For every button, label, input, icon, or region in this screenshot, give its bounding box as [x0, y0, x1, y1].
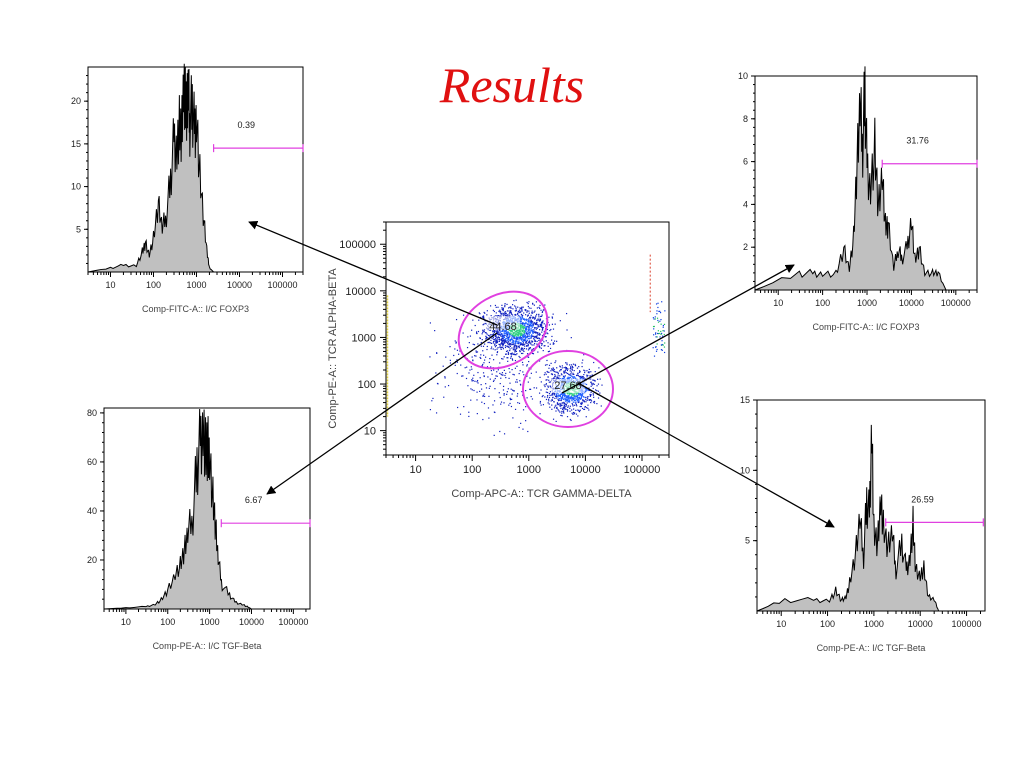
- x-tick-label: 100000: [278, 617, 308, 627]
- x-tick-label: 100: [820, 619, 835, 629]
- plot-frame: [103, 407, 311, 610]
- arrow-icon: [248, 220, 498, 326]
- histogram-line: [756, 424, 940, 612]
- x-tick-label: 1000: [864, 619, 884, 629]
- arrow-icon: [577, 382, 835, 528]
- x-tick-label: 1000: [186, 280, 206, 290]
- gate-ellipse: [457, 290, 549, 370]
- x-axis-label: Comp-PE-A:: I/C TGF-Beta: [153, 641, 262, 651]
- y-tick-label: 15: [71, 139, 81, 149]
- y-tick-label: 100000: [339, 239, 376, 251]
- x-tick-label: 10000: [239, 617, 264, 627]
- x-tick-label: 100: [146, 280, 161, 290]
- arrow-icon: [266, 332, 498, 495]
- gate-label-bg: [551, 379, 585, 393]
- y-tick-label: 6: [743, 157, 748, 167]
- x-tick-label: 10000: [899, 298, 924, 308]
- scatter-tcr-center: 10 100 1000 10000 100000 10 100 1000 10000 100000…: [327, 221, 670, 500]
- x-tick-label: 10000: [227, 280, 252, 290]
- plot-frame: [754, 75, 978, 291]
- y-tick-label: 60: [87, 457, 97, 467]
- y-tick-label: 5: [745, 536, 750, 546]
- x-tick-label: 10000: [570, 464, 601, 476]
- histogram-line: [103, 408, 252, 610]
- x-tick-label: 1000: [517, 464, 541, 476]
- plot-frame: [756, 399, 986, 612]
- y-tick-label: 40: [87, 506, 97, 516]
- gate-ellipse: [522, 350, 614, 428]
- x-tick-label: 100000: [952, 619, 982, 629]
- page-title: Results: [439, 57, 585, 113]
- y-tick-label: 20: [71, 96, 81, 106]
- gate-percent-label: 6.67: [245, 495, 263, 505]
- x-tick-label: 100: [815, 298, 830, 308]
- y-tick-label: 100: [358, 379, 376, 391]
- x-tick-label: 100: [463, 464, 481, 476]
- x-tick-label: 100000: [941, 298, 971, 308]
- y-tick-label: 10: [71, 182, 81, 192]
- x-tick-label: 10: [409, 464, 421, 476]
- gate-label-bg: [486, 316, 520, 330]
- y-tick-label: 10000: [345, 286, 376, 298]
- y-axis-label: Comp-PE-A:: TCR ALPHA-BETA: [327, 268, 339, 429]
- connector-arrows: [248, 220, 835, 528]
- histogram-fill: [88, 63, 214, 272]
- x-axis-label: Comp-APC-A:: TCR GAMMA-DELTA: [451, 488, 632, 500]
- plot-frame: [385, 221, 670, 456]
- x-tick-label: 1000: [857, 298, 877, 308]
- x-tick-label: 10: [776, 619, 786, 629]
- arrow-icon: [561, 264, 795, 394]
- y-tick-label: 10: [364, 426, 376, 438]
- x-tick-label: 10: [105, 280, 115, 290]
- y-tick-label: 10: [738, 71, 748, 81]
- y-tick-label: 20: [87, 555, 97, 565]
- x-tick-label: 100000: [624, 464, 661, 476]
- x-tick-label: 10: [773, 298, 783, 308]
- gate-percent-label: 27.68: [554, 380, 582, 392]
- x-tick-label: 1000: [200, 617, 220, 627]
- y-tick-label: 2: [743, 242, 748, 252]
- y-tick-label: 80: [87, 408, 97, 418]
- histogram-fill: [757, 424, 939, 611]
- y-tick-label: 10: [740, 465, 750, 475]
- histogram-fill: [104, 408, 252, 609]
- y-tick-label: 5: [76, 224, 81, 234]
- histogram-line: [754, 66, 947, 291]
- x-tick-label: 100: [160, 617, 175, 627]
- y-tick-label: 8: [743, 114, 748, 124]
- x-tick-label: 10: [121, 617, 131, 627]
- gate-percent-label: 0.39: [238, 120, 256, 130]
- y-tick-label: 15: [740, 395, 750, 405]
- histogram-line: [87, 63, 214, 273]
- x-tick-label: 100000: [267, 280, 297, 290]
- gate-percent-label: 31.76: [906, 136, 929, 146]
- x-axis-label: Comp-FITC-A:: I/C FOXP3: [812, 322, 919, 332]
- x-axis-label: Comp-PE-A:: I/C TGF-Beta: [817, 643, 926, 653]
- x-axis-label: Comp-FITC-A:: I/C FOXP3: [142, 304, 249, 314]
- y-tick-label: 1000: [352, 332, 376, 344]
- gate-percent-label: 26.59: [911, 494, 934, 504]
- y-tick-label: 4: [743, 199, 748, 209]
- x-tick-label: 10000: [908, 619, 933, 629]
